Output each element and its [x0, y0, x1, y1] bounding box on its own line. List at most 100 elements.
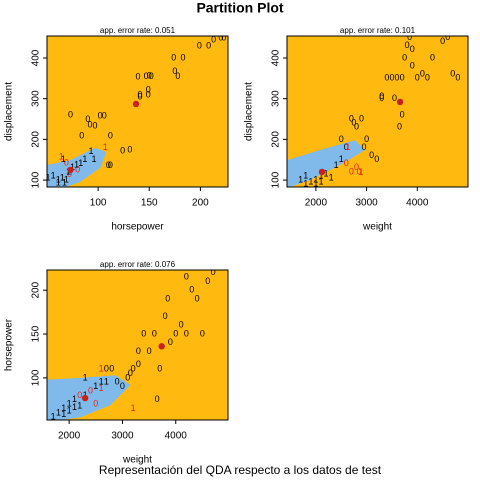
x-tick-label: 4000: [406, 198, 429, 209]
point-label: 0: [420, 69, 425, 79]
point-label: 0: [131, 363, 136, 373]
page-title: Partition Plot: [196, 0, 283, 16]
point-label: 0: [64, 157, 69, 167]
point-label: 1: [78, 158, 83, 168]
point-label: 0: [395, 73, 400, 83]
point-label: 0: [152, 328, 157, 338]
x-axis-label: weight: [122, 455, 152, 466]
point-label: 0: [445, 32, 450, 42]
point-label: 1: [313, 174, 318, 184]
point-label: 1: [83, 372, 88, 382]
point-label: 1: [64, 174, 69, 184]
point-label: 0: [339, 134, 344, 144]
y-tick-label: 300: [271, 90, 282, 107]
point-label: 0: [68, 109, 73, 119]
point-label: 1: [339, 154, 344, 164]
y-tick-label: 150: [31, 325, 42, 342]
point-label: 1: [359, 167, 364, 177]
point-label: 1: [67, 406, 72, 416]
point-label: 0: [195, 293, 200, 303]
x-tick-label: 4000: [165, 431, 188, 442]
centroid: [67, 166, 74, 174]
point-label: 0: [175, 71, 180, 81]
point-label: 0: [184, 328, 189, 338]
point-label: 0: [364, 134, 369, 144]
point-label: 0: [79, 130, 84, 140]
x-tick-label: 150: [141, 198, 158, 209]
point-label: 1: [103, 142, 108, 152]
point-label: 0: [344, 158, 349, 168]
point-label: 1: [62, 177, 67, 187]
point-label: 1: [83, 390, 88, 400]
point-label: 0: [136, 346, 141, 356]
point-label: 0: [85, 114, 90, 124]
x-tick-label: 3000: [355, 198, 378, 209]
y-tick-label: 100: [31, 369, 42, 386]
point-label: 0: [405, 40, 410, 50]
point-label: 0: [115, 377, 120, 387]
point-label: 1: [88, 146, 93, 156]
point-label: 0: [138, 91, 143, 101]
point-label: 0: [173, 328, 178, 338]
point-label: 0: [410, 60, 415, 70]
point-label: 0: [165, 293, 170, 303]
point-label: 1: [59, 151, 64, 161]
point-label: 0: [349, 166, 354, 176]
point-label: 0: [415, 73, 420, 83]
point-label: 1: [56, 174, 61, 184]
point-label: 0: [384, 73, 389, 83]
point-label: 0: [369, 150, 374, 160]
point-label: 0: [379, 91, 384, 101]
point-label: 1: [67, 399, 72, 409]
point-label: 1: [93, 381, 98, 391]
point-label: 0: [144, 71, 149, 81]
point-label: 0: [147, 70, 152, 80]
point-label: 0: [146, 85, 151, 95]
point-label: 0: [109, 363, 114, 373]
point-label: 0: [211, 34, 216, 44]
point-label: 1: [70, 162, 75, 172]
point-label: 0: [359, 113, 364, 123]
y-tick-label: 200: [31, 281, 42, 298]
point-label: 0: [155, 394, 160, 404]
point-label: 1: [329, 172, 334, 182]
point-label: 1: [61, 154, 66, 164]
point-label: 0: [136, 71, 141, 81]
centroid: [158, 343, 165, 350]
point-label: 0: [206, 41, 211, 51]
point-label: 1: [77, 400, 82, 410]
plot-frame: [286, 35, 469, 188]
centroid: [318, 168, 326, 176]
point-label: 0: [400, 109, 405, 119]
point-label: 0: [349, 113, 354, 123]
point-label: 0: [93, 399, 98, 409]
point-label: 1: [99, 383, 104, 393]
class-region: [47, 147, 107, 187]
x-tick-label: 2000: [58, 431, 81, 442]
point-label: 0: [108, 130, 113, 140]
point-label: 0: [104, 363, 109, 373]
point-label: 0: [147, 346, 152, 356]
point-label: 0: [397, 122, 402, 132]
y-tick-label: 100: [271, 171, 282, 188]
point-label: 1: [51, 170, 56, 180]
y-tick-label: 100: [31, 171, 42, 188]
point-label: 1: [61, 409, 66, 419]
point-label: 1: [104, 377, 109, 387]
point-label: 0: [450, 69, 455, 79]
point-label: 1: [334, 160, 339, 170]
point-label: 0: [200, 328, 205, 338]
point-label: 0: [425, 73, 430, 83]
point-label: 1: [303, 179, 308, 189]
point-label: 0: [136, 359, 141, 369]
point-label: 0: [172, 66, 177, 76]
caption: Representación del QDA respecto a los da…: [99, 463, 382, 477]
point-label: 1: [318, 176, 323, 186]
point-label: 1: [61, 403, 66, 413]
point-label: 0: [410, 44, 415, 54]
class-region: [47, 375, 131, 420]
